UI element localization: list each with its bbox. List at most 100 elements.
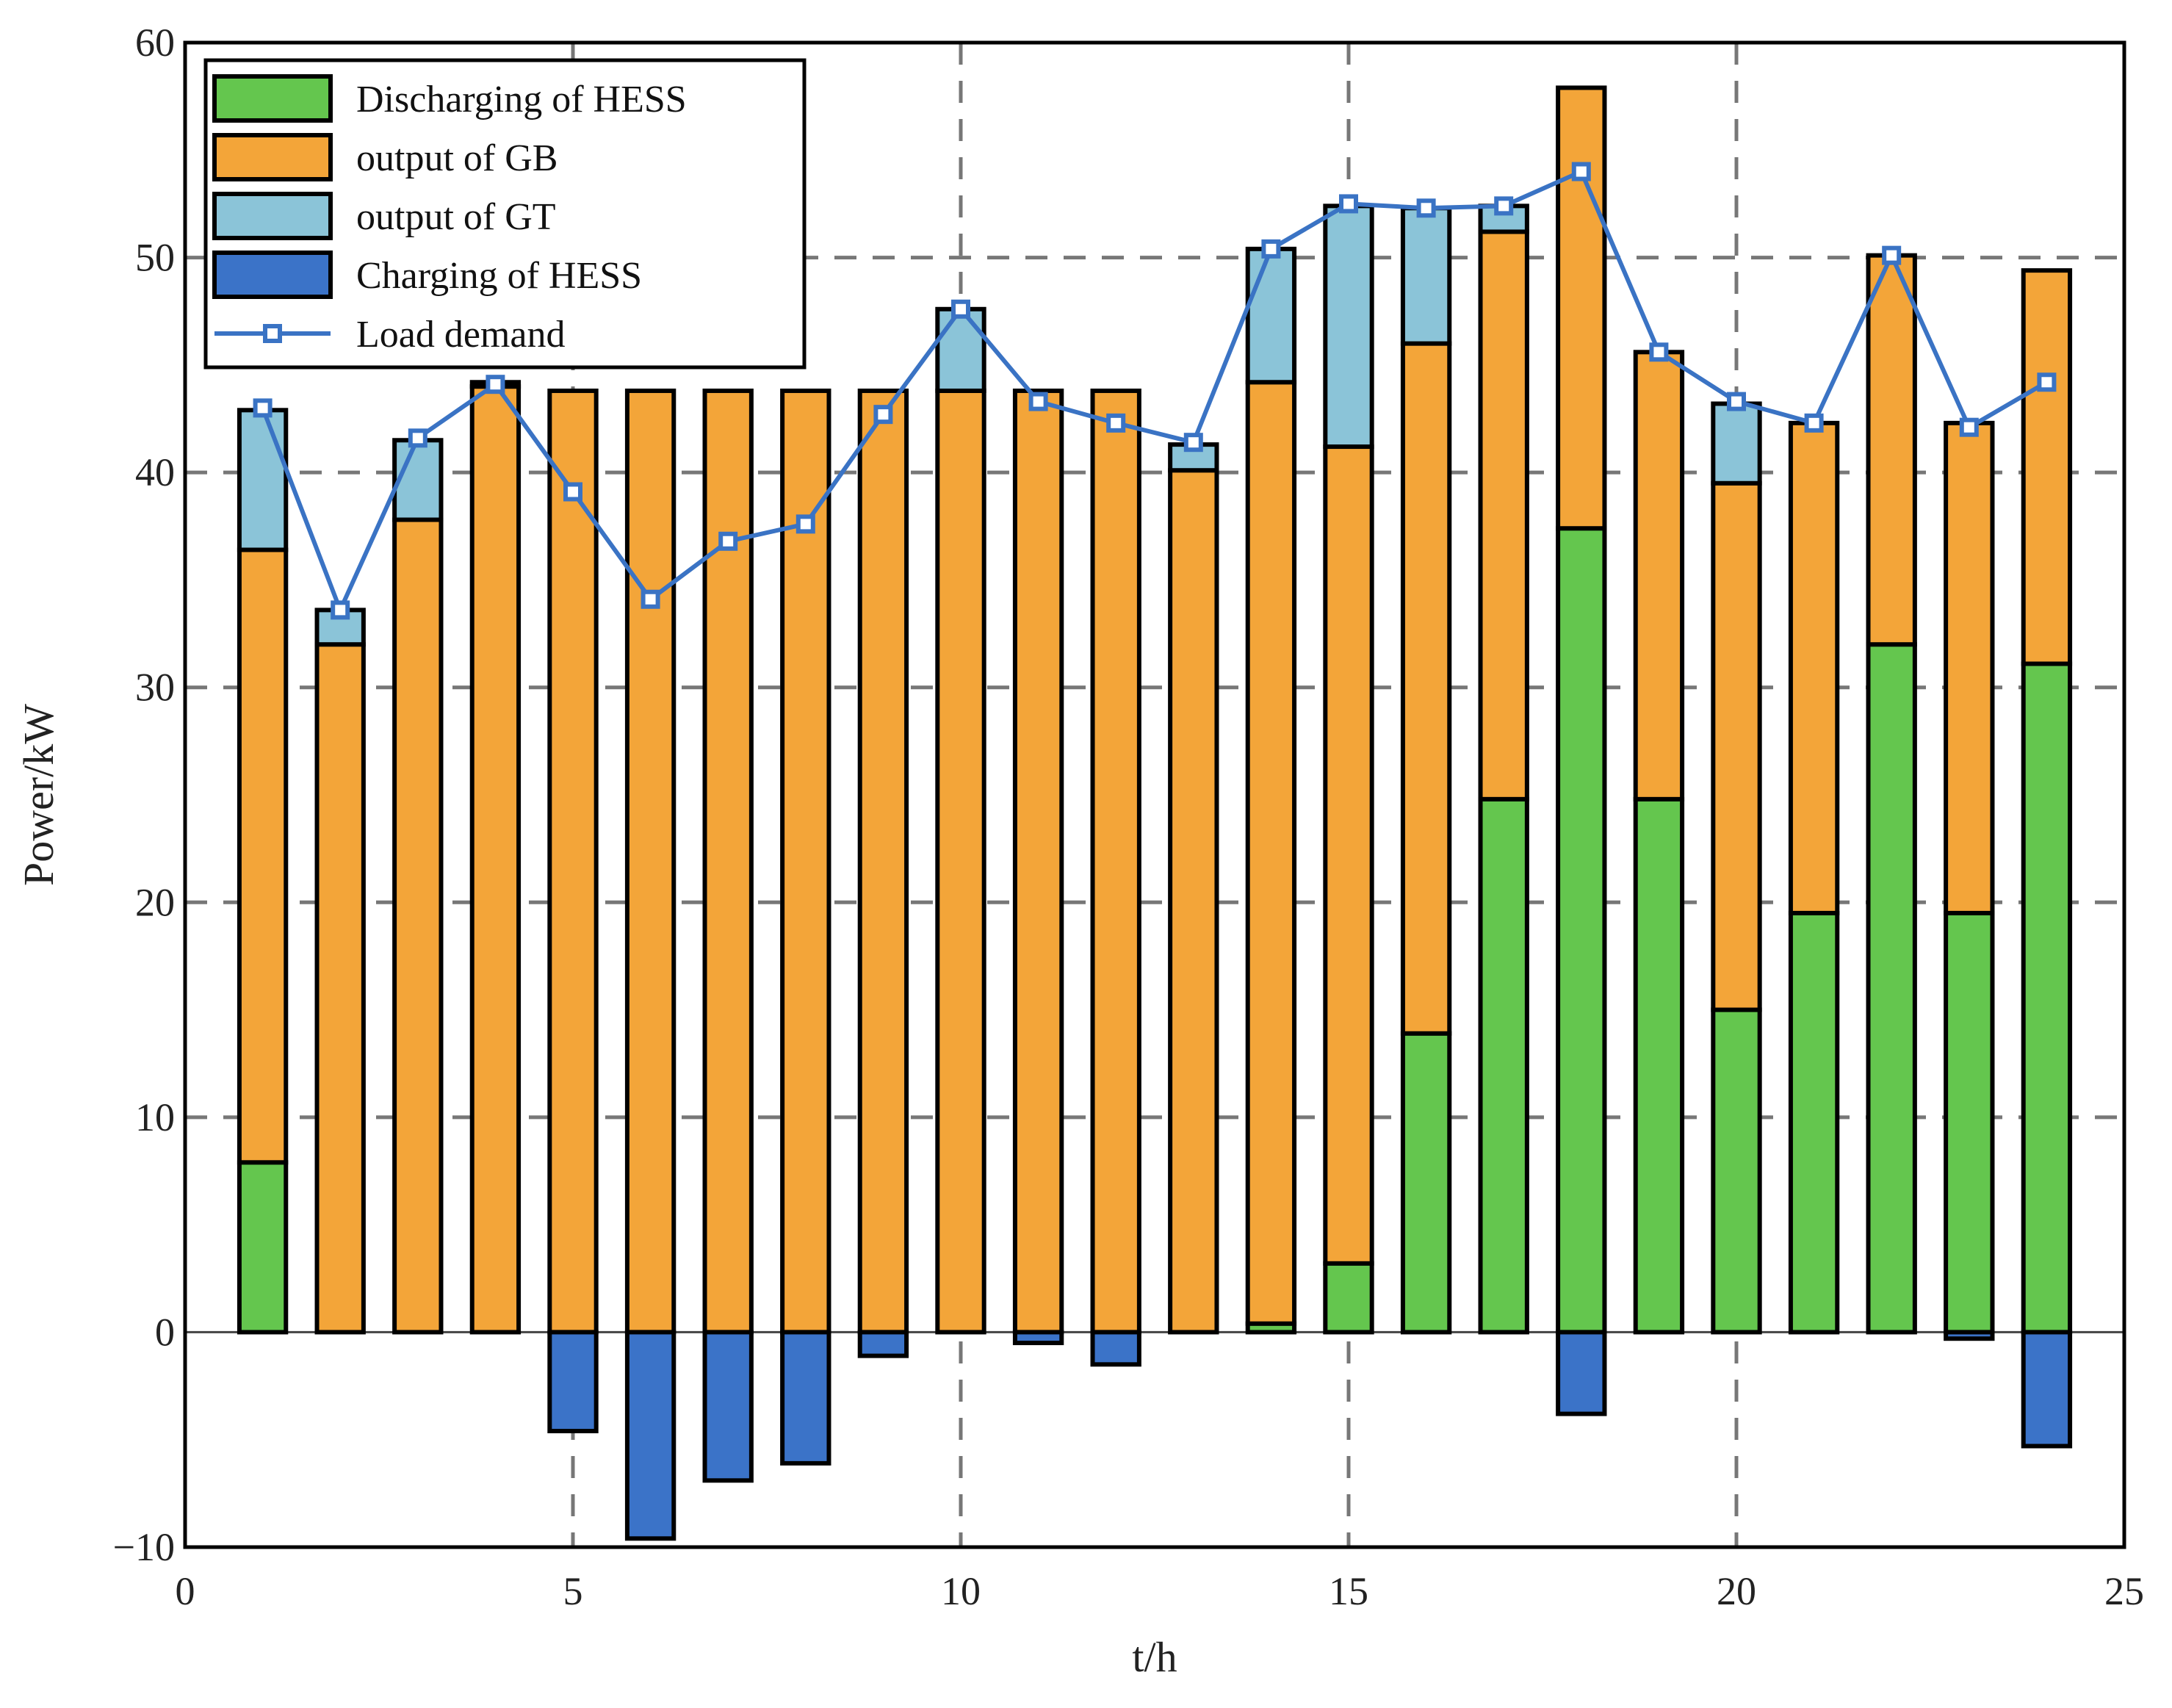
marker-load-demand	[1727, 392, 1746, 411]
x-tick-label: 5	[563, 1569, 583, 1613]
bar-output-of-gt	[1711, 401, 1762, 486]
bar-charging-of-hess	[2021, 1330, 2073, 1449]
bar-output-of-gb	[2021, 268, 2073, 666]
bar-discharging-of-hess	[2021, 661, 2073, 1335]
x-tick-labels: 0 5 10 15 20 25	[176, 1569, 2145, 1613]
marker-load-demand	[1649, 342, 1669, 362]
bar-discharging-of-hess	[237, 1160, 289, 1335]
x-tick-label: 20	[1717, 1569, 1756, 1613]
bar-charging-of-hess	[857, 1330, 909, 1358]
marker-load-demand	[486, 375, 505, 394]
x-tick-label: 15	[1329, 1569, 1368, 1613]
bar-discharging-of-hess	[1556, 526, 1607, 1335]
bar-output-of-gb	[1711, 480, 1762, 1012]
marker-load-demand	[331, 600, 350, 620]
bar-output-of-gt	[1245, 246, 1297, 385]
marker-load-demand	[873, 405, 893, 425]
line-load-demand	[260, 168, 2048, 616]
bar-output-of-gb	[469, 384, 522, 1335]
bar-charging-of-hess	[624, 1330, 677, 1541]
bar-output-of-gb	[392, 517, 444, 1335]
marker-load-demand	[951, 299, 970, 319]
bar-charging-of-hess	[1944, 1330, 1995, 1341]
legend-marker	[263, 324, 282, 343]
bar-charging-of-hess	[1012, 1330, 1064, 1346]
y-tick-label: 40	[135, 450, 175, 494]
bar-output-of-gt	[1323, 203, 1374, 450]
legend-swatch	[212, 192, 333, 240]
marker-load-demand	[1416, 198, 1436, 218]
bar-discharging-of-hess	[1323, 1261, 1374, 1335]
bar-charging-of-hess	[1556, 1330, 1607, 1416]
bar-discharging-of-hess	[1478, 796, 1529, 1335]
x-tick-label: 25	[2104, 1569, 2144, 1613]
legend-item-output-of-gt: output of GT	[212, 192, 556, 240]
bar-discharging-of-hess	[1866, 642, 1917, 1335]
bar-output-of-gt	[314, 608, 366, 647]
bar-output-of-gt	[1400, 206, 1452, 346]
bar-discharging-of-hess	[1788, 910, 1840, 1335]
marker-load-demand	[641, 589, 660, 609]
bar-output-of-gb	[1944, 420, 1995, 915]
marker-load-demand	[563, 482, 582, 502]
bar-output-of-gt	[237, 408, 289, 552]
marker-load-demand	[408, 428, 427, 448]
marker-load-demand	[1339, 194, 1358, 214]
legend-swatch	[212, 251, 333, 299]
legend-label: output of GB	[356, 137, 558, 179]
marker-load-demand	[1882, 245, 1902, 265]
bar-output-of-gb	[935, 388, 986, 1335]
bar-charging-of-hess	[780, 1330, 831, 1466]
legend-item-load-demand: Load demand	[214, 314, 565, 356]
bar-output-of-gb	[1478, 229, 1529, 801]
marker-load-demand	[1183, 433, 1203, 453]
bar-output-of-gb	[1633, 350, 1685, 801]
legend: Discharging of HESS output of GB output of…	[203, 58, 807, 370]
bar-output-of-gb	[1090, 388, 1141, 1335]
bar-output-of-gb	[857, 388, 909, 1335]
legend-item-output-of-gb: output of GB	[212, 133, 558, 181]
legend-item-charging-of-hess: Charging of HESS	[212, 251, 642, 299]
legend-entries: Discharging of HESS output of GB output of…	[212, 74, 687, 356]
bar-output-of-gb	[1323, 444, 1374, 1266]
y-tick-label: 60	[135, 21, 175, 65]
x-tick-label: 10	[941, 1569, 981, 1613]
marker-load-demand	[1028, 392, 1048, 411]
y-tick-label: 50	[135, 236, 175, 280]
bar-output-of-gb	[702, 388, 754, 1335]
bar-discharging-of-hess	[1711, 1007, 1762, 1335]
y-axis-label: Power/kW	[15, 704, 62, 886]
marker-load-demand	[1571, 162, 1591, 181]
stacked-bars	[237, 85, 2073, 1541]
bar-output-of-gb	[1866, 253, 1917, 647]
plot-frame	[183, 40, 2126, 1549]
bar-charging-of-hess	[702, 1330, 754, 1483]
bar-discharging-of-hess	[1400, 1031, 1452, 1335]
marker-load-demand	[2037, 372, 2057, 392]
x-tick-label: 0	[176, 1569, 195, 1613]
x-axis-label: t/h	[1132, 1633, 1177, 1681]
bar-output-of-gb	[1012, 388, 1064, 1335]
bar-output-of-gb	[624, 388, 677, 1335]
load-demand-series	[253, 162, 2057, 620]
bar-output-of-gb	[237, 547, 289, 1165]
legend-swatch	[212, 74, 333, 123]
y-tick-label: 10	[135, 1095, 175, 1139]
marker-load-demand	[253, 398, 273, 418]
bar-output-of-gb	[547, 388, 599, 1335]
y-tick-labels: −10 0 10 20 30 40 50 60	[113, 21, 175, 1569]
y-tick-label: 30	[135, 666, 175, 710]
bar-output-of-gb	[1556, 85, 1607, 531]
bar-output-of-gb	[1788, 420, 1840, 915]
y-tick-label: 0	[155, 1310, 175, 1354]
marker-load-demand	[1804, 413, 1824, 433]
legend-swatch	[212, 133, 333, 181]
marker-load-demand	[718, 531, 738, 551]
legend-label: Load demand	[356, 314, 565, 356]
marker-load-demand	[1261, 239, 1281, 259]
bar-output-of-gb	[314, 642, 366, 1335]
bar-discharging-of-hess	[1944, 910, 1995, 1335]
bar-output-of-gb	[1168, 468, 1219, 1335]
legend-label: output of GT	[356, 196, 556, 238]
